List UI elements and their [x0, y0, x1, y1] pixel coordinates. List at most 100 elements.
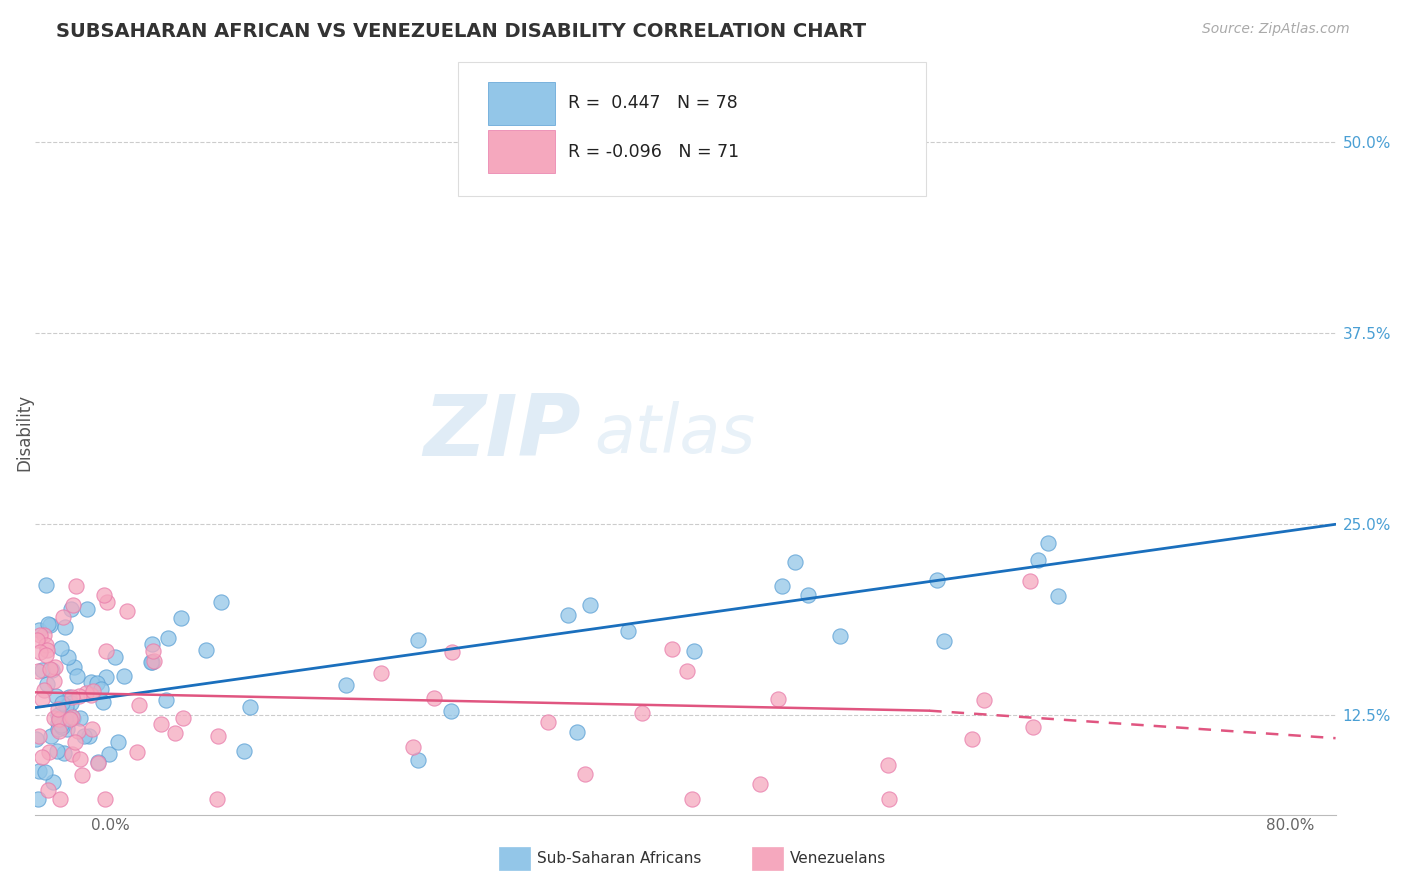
Point [170, 611, 193, 625]
Point [60, 747, 83, 761]
Point [205, 792, 228, 806]
Point [65, 735, 87, 749]
Point [27, 664, 49, 678]
Point [73, 729, 96, 743]
Point [55, 699, 77, 714]
Point [797, 588, 820, 602]
Point [52, 713, 75, 727]
Point [45, 690, 67, 704]
Point [785, 555, 807, 569]
Point [423, 690, 446, 705]
Y-axis label: Disability: Disability [15, 394, 32, 471]
Point [681, 792, 703, 806]
Point [52, 610, 75, 624]
Point [48, 712, 70, 726]
Point [96, 670, 118, 684]
FancyBboxPatch shape [458, 62, 927, 196]
Point [195, 643, 218, 657]
Point [48, 723, 70, 738]
Point [46, 702, 69, 716]
Point [766, 691, 789, 706]
Point [49, 640, 72, 655]
Point [44, 673, 66, 688]
Point [127, 745, 149, 759]
Point [75, 686, 97, 700]
Point [828, 629, 851, 643]
Point [150, 716, 173, 731]
Point [973, 693, 995, 707]
Point [55, 722, 77, 736]
Point [676, 664, 699, 678]
Point [86, 676, 108, 690]
Point [60, 690, 83, 705]
Point [27, 792, 49, 806]
Point [56, 649, 79, 664]
Point [406, 633, 429, 648]
Point [877, 792, 900, 806]
Point [537, 714, 560, 729]
Point [579, 599, 602, 613]
Point [91, 695, 114, 709]
Point [1026, 552, 1049, 566]
Point [80, 723, 103, 737]
Point [41, 664, 63, 678]
Point [631, 706, 654, 721]
Point [86, 756, 108, 771]
Point [67, 689, 90, 703]
Point [35, 578, 58, 592]
Point [60, 697, 83, 711]
Point [335, 678, 357, 692]
Text: R = -0.096   N = 71: R = -0.096 N = 71 [568, 143, 740, 161]
Point [139, 655, 162, 669]
Point [42, 775, 65, 789]
Point [46, 744, 69, 758]
Point [28, 764, 51, 778]
Point [51, 720, 73, 734]
Point [441, 645, 464, 659]
Point [60, 602, 83, 616]
Point [155, 693, 177, 707]
FancyBboxPatch shape [488, 82, 555, 125]
Point [59, 712, 82, 726]
Point [58, 690, 80, 705]
Point [772, 579, 794, 593]
Point [207, 729, 229, 743]
Point [93, 792, 115, 806]
Point [49, 792, 72, 806]
Point [34, 628, 56, 642]
Point [79, 675, 101, 690]
Point [31, 750, 53, 764]
Point [93, 588, 115, 602]
Point [39, 662, 62, 676]
Point [877, 757, 900, 772]
Point [44, 660, 66, 674]
Point [1022, 720, 1045, 734]
Point [28, 628, 51, 642]
Point [28, 644, 51, 658]
Point [76, 601, 98, 615]
Point [557, 608, 579, 623]
Point [142, 654, 165, 668]
Point [39, 729, 62, 743]
Point [128, 698, 150, 712]
Point [749, 777, 772, 791]
Point [28, 729, 51, 743]
Point [97, 747, 120, 761]
Point [31, 692, 53, 706]
Text: R =  0.447   N = 78: R = 0.447 N = 78 [568, 95, 738, 112]
Point [65, 669, 87, 683]
Point [25, 732, 48, 747]
Point [107, 734, 129, 748]
Point [39, 618, 62, 632]
Point [62, 598, 84, 612]
Point [163, 726, 186, 740]
Point [51, 718, 73, 732]
Point [46, 722, 69, 736]
Point [63, 659, 86, 673]
Point [35, 638, 58, 652]
Point [35, 677, 58, 691]
Point [574, 767, 596, 781]
Point [51, 696, 73, 710]
Text: SUBSAHARAN AFRICAN VS VENEZUELAN DISABILITY CORRELATION CHART: SUBSAHARAN AFRICAN VS VENEZUELAN DISABIL… [56, 22, 866, 41]
Point [53, 712, 76, 726]
